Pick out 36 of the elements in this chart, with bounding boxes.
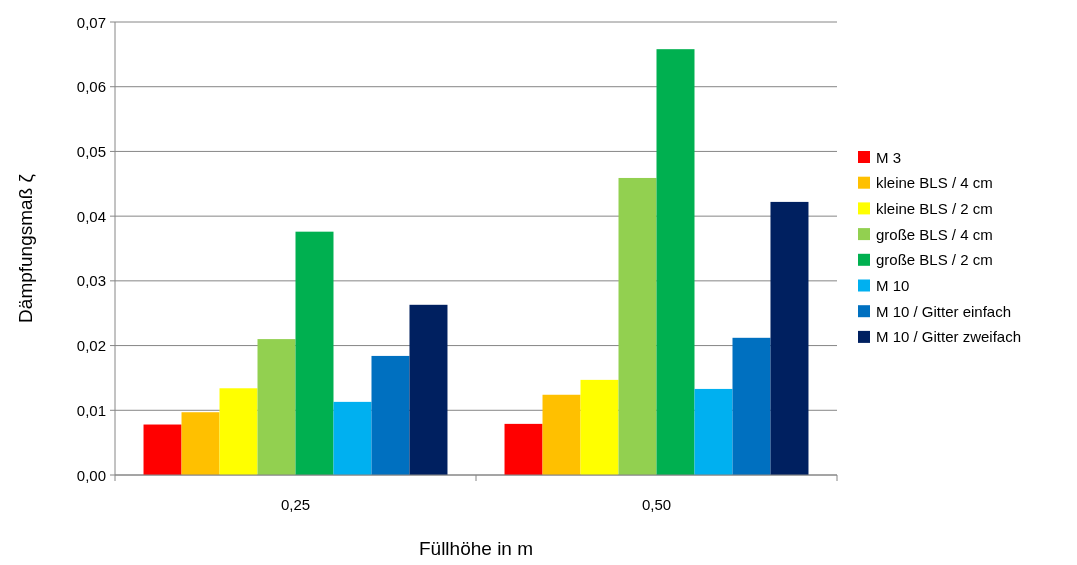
y-tick-label: 0,05 [76,142,106,160]
bar [333,401,372,475]
bar [295,231,334,475]
bar [542,394,581,475]
bar [732,337,771,475]
bar [257,339,296,475]
x-tick-label: 0,25 [280,496,311,513]
y-tick-label: 0,00 [76,466,106,484]
y-tick-label: 0,03 [76,272,106,290]
bar [219,388,258,475]
y-tick-label: 0,04 [76,207,106,225]
legend-label: M 10 / Gitter zweifach [876,328,1022,346]
legend-label: große BLS / 2 cm [876,251,993,269]
bar [143,424,182,475]
y-tick-label: 0,06 [76,78,106,96]
bar [656,49,695,475]
bar [618,177,657,475]
y-axis-title: Dämpfungsmaß ζ [15,173,36,323]
x-tick-label: 0,50 [641,496,672,513]
legend-label: M 3 [876,148,902,166]
y-tick-label: 0,02 [76,337,106,355]
y-tick-label: 0,01 [76,401,106,419]
x-axis-title: Füllhöhe in m [418,538,534,559]
legend-label: M 10 / Gitter einfach [876,302,1012,320]
bar [409,304,448,475]
bar [694,388,733,475]
legend-label: kleine BLS / 4 cm [876,174,993,192]
bar [580,379,619,475]
bar [504,423,543,475]
y-tick-label: 0,07 [76,13,106,31]
bar [181,412,220,475]
legend-label: große BLS / 4 cm [876,225,993,243]
bar [371,355,410,475]
legend-label: kleine BLS / 2 cm [876,199,993,217]
legend-label: M 10 [876,277,910,294]
bar [770,201,809,475]
